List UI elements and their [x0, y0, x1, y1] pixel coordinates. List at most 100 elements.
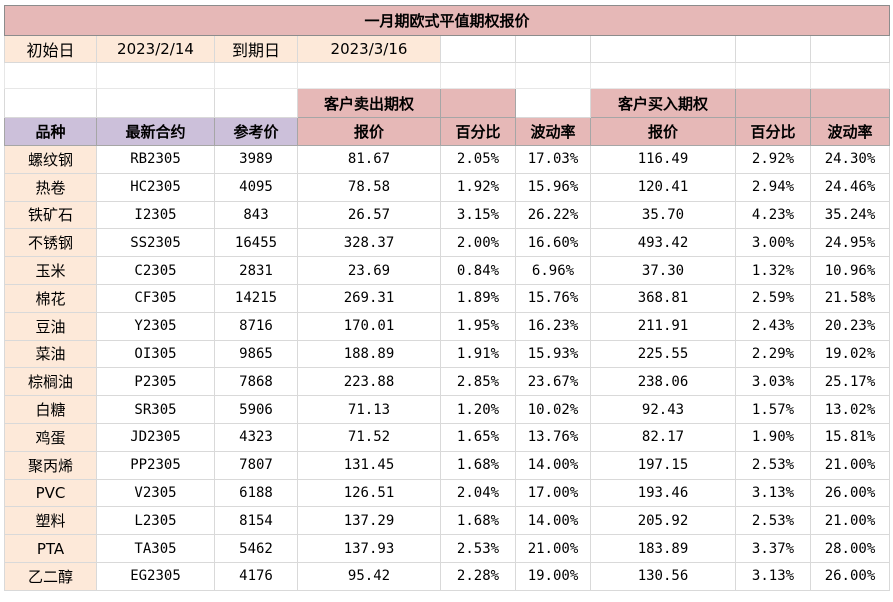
cell-sell-volatility[interactable]: 16.23%: [515, 311, 591, 341]
cell-variety[interactable]: 不锈钢: [4, 228, 97, 258]
cell-reference-price[interactable]: 7868: [214, 367, 298, 397]
cell-sell-volatility[interactable]: 17.00%: [515, 478, 591, 508]
table-row[interactable]: 棕榈油 P2305 7868 223.88 2.85% 23.67% 238.06 3.03%…: [4, 367, 890, 397]
cell-buy-volatility[interactable]: 21.58%: [810, 283, 890, 313]
expiry-date-label[interactable]: 到期日: [214, 35, 298, 63]
cell-sell-quote[interactable]: 170.01: [297, 311, 441, 341]
cell-sell-volatility[interactable]: 13.76%: [515, 422, 591, 452]
cell-variety[interactable]: 菜油: [4, 339, 97, 369]
cell-buy-quote[interactable]: 493.42: [590, 228, 736, 258]
cell-buy-percent[interactable]: 1.57%: [735, 395, 811, 424]
cell-variety[interactable]: 螺纹钢: [4, 145, 97, 174]
empty-cell[interactable]: [810, 62, 890, 89]
cell-contract[interactable]: JD2305: [96, 422, 215, 452]
cell-variety[interactable]: 白糖: [4, 395, 97, 424]
table-row[interactable]: 聚丙烯 PP2305 7807 131.45 1.68% 14.00% 197.15 2.53…: [4, 450, 890, 480]
empty-cell[interactable]: [4, 88, 97, 118]
cell-sell-volatility[interactable]: 6.96%: [515, 256, 591, 285]
table-row[interactable]: PTA TA305 5462 137.93 2.53% 21.00% 183.89 3.37%…: [4, 534, 890, 563]
cell-buy-volatility[interactable]: 28.00%: [810, 534, 890, 563]
sheet-title[interactable]: 一月期欧式平值期权报价: [4, 5, 890, 36]
cell-buy-quote[interactable]: 37.30: [590, 256, 736, 285]
header-variety[interactable]: 品种: [4, 117, 97, 146]
cell-reference-price[interactable]: 6188: [214, 478, 298, 508]
cell-sell-quote[interactable]: 131.45: [297, 450, 441, 480]
cell-sell-volatility[interactable]: 21.00%: [515, 534, 591, 563]
empty-cell[interactable]: [96, 62, 215, 89]
table-row[interactable]: 不锈钢 SS2305 16455 328.37 2.00% 16.60% 493.42 3.0…: [4, 228, 890, 258]
cell-buy-percent[interactable]: 2.92%: [735, 145, 811, 174]
table-row[interactable]: 棉花 CF305 14215 269.31 1.89% 15.76% 368.81 2.59%…: [4, 283, 890, 313]
cell-sell-quote[interactable]: 223.88: [297, 367, 441, 397]
cell-sell-quote[interactable]: 78.58: [297, 172, 441, 202]
cell-buy-volatility[interactable]: 35.24%: [810, 200, 890, 230]
cell-contract[interactable]: PP2305: [96, 450, 215, 480]
cell-contract[interactable]: I2305: [96, 200, 215, 230]
cell-sell-percent[interactable]: 1.20%: [440, 395, 516, 424]
cell-contract[interactable]: Y2305: [96, 311, 215, 341]
cell-sell-percent[interactable]: 1.65%: [440, 422, 516, 452]
header-reference-price[interactable]: 参考价: [214, 117, 298, 146]
cell-buy-percent[interactable]: 3.13%: [735, 478, 811, 508]
cell-sell-volatility[interactable]: 14.00%: [515, 450, 591, 480]
start-date-value[interactable]: 2023/2/14: [96, 35, 215, 63]
cell-buy-percent[interactable]: 2.94%: [735, 172, 811, 202]
cell-sell-quote[interactable]: 71.52: [297, 422, 441, 452]
cell-buy-percent[interactable]: 2.59%: [735, 283, 811, 313]
cell-reference-price[interactable]: 5462: [214, 534, 298, 563]
cell-buy-percent[interactable]: 2.43%: [735, 311, 811, 341]
cell-sell-volatility[interactable]: 15.76%: [515, 283, 591, 313]
cell-variety[interactable]: 铁矿石: [4, 200, 97, 230]
cell-sell-percent[interactable]: 1.68%: [440, 506, 516, 536]
empty-cell[interactable]: [440, 62, 516, 89]
cell-buy-percent[interactable]: 1.90%: [735, 422, 811, 452]
cell-reference-price[interactable]: 16455: [214, 228, 298, 258]
group-header-fill[interactable]: [440, 88, 516, 118]
expiry-date-value[interactable]: 2023/3/16: [297, 35, 441, 63]
empty-cell[interactable]: [735, 35, 811, 63]
table-row[interactable]: 菜油 OI305 9865 188.89 1.91% 15.93% 225.55 2.29% 1…: [4, 339, 890, 369]
cell-sell-volatility[interactable]: 14.00%: [515, 506, 591, 536]
cell-sell-volatility[interactable]: 23.67%: [515, 367, 591, 397]
cell-sell-quote[interactable]: 71.13: [297, 395, 441, 424]
cell-contract[interactable]: HC2305: [96, 172, 215, 202]
cell-variety[interactable]: 棉花: [4, 283, 97, 313]
cell-sell-percent[interactable]: 2.28%: [440, 561, 516, 591]
cell-sell-percent[interactable]: 0.84%: [440, 256, 516, 285]
sell-option-group-header[interactable]: 客户卖出期权: [297, 88, 441, 118]
cell-sell-percent[interactable]: 2.00%: [440, 228, 516, 258]
cell-buy-volatility[interactable]: 25.17%: [810, 367, 890, 397]
cell-sell-percent[interactable]: 1.91%: [440, 339, 516, 369]
cell-contract[interactable]: TA305: [96, 534, 215, 563]
group-header-fill[interactable]: [810, 88, 890, 118]
empty-cell[interactable]: [297, 62, 441, 89]
cell-sell-volatility[interactable]: 17.03%: [515, 145, 591, 174]
empty-cell[interactable]: [4, 62, 97, 89]
cell-reference-price[interactable]: 7807: [214, 450, 298, 480]
cell-buy-percent[interactable]: 2.53%: [735, 506, 811, 536]
table-row[interactable]: 热卷 HC2305 4095 78.58 1.92% 15.96% 120.41 2.94% 2…: [4, 172, 890, 202]
cell-buy-volatility[interactable]: 13.02%: [810, 395, 890, 424]
cell-buy-percent[interactable]: 3.37%: [735, 534, 811, 563]
cell-buy-volatility[interactable]: 26.00%: [810, 478, 890, 508]
cell-sell-percent[interactable]: 2.04%: [440, 478, 516, 508]
header-sell-percent[interactable]: 百分比: [440, 117, 516, 146]
cell-variety[interactable]: 玉米: [4, 256, 97, 285]
cell-sell-percent[interactable]: 2.05%: [440, 145, 516, 174]
cell-reference-price[interactable]: 5906: [214, 395, 298, 424]
table-row[interactable]: 白糖 SR305 5906 71.13 1.20% 10.02% 92.43 1.57% 13.…: [4, 395, 890, 424]
empty-cell[interactable]: [590, 35, 736, 63]
cell-reference-price[interactable]: 9865: [214, 339, 298, 369]
cell-reference-price[interactable]: 3989: [214, 145, 298, 174]
cell-variety[interactable]: 鸡蛋: [4, 422, 97, 452]
cell-buy-percent[interactable]: 1.32%: [735, 256, 811, 285]
cell-sell-volatility[interactable]: 15.93%: [515, 339, 591, 369]
cell-sell-volatility[interactable]: 10.02%: [515, 395, 591, 424]
cell-sell-quote[interactable]: 137.93: [297, 534, 441, 563]
empty-cell[interactable]: [214, 62, 298, 89]
cell-buy-volatility[interactable]: 24.46%: [810, 172, 890, 202]
cell-buy-percent[interactable]: 3.03%: [735, 367, 811, 397]
cell-buy-volatility[interactable]: 19.02%: [810, 339, 890, 369]
table-row[interactable]: PVC V2305 6188 126.51 2.04% 17.00% 193.46 3.13%…: [4, 478, 890, 508]
cell-reference-price[interactable]: 8716: [214, 311, 298, 341]
